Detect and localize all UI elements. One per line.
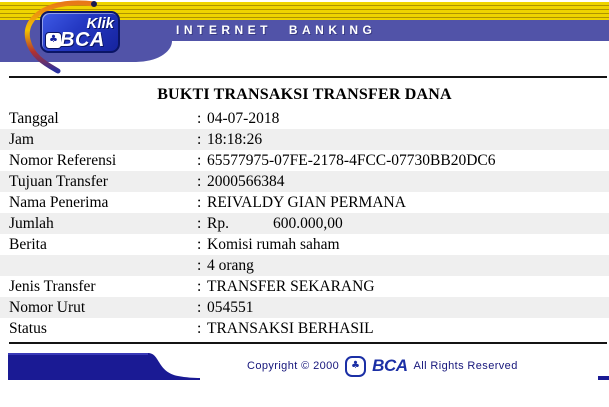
klikbca-logo-bca-text: BCA — [60, 29, 105, 51]
row-value: REIVALDY GIAN PERMANA — [207, 194, 406, 211]
footer-right-band-fragment — [598, 376, 609, 380]
row-colon: : — [197, 194, 202, 211]
table-row-jenis-transfer: Jenis Transfer : TRANSFER SEKARANG — [0, 276, 609, 297]
table-row-status: Status : TRANSAKSI BERHASIL — [0, 318, 609, 339]
row-label: Berita — [9, 236, 47, 253]
table-row-berita-line2: : 4 orang — [0, 255, 609, 276]
table-row-nomor-referensi: Nomor Referensi : 65577975-07FE-2178-4FC… — [0, 150, 609, 171]
bca-brand-text: BCA — [372, 356, 408, 375]
row-value: Rp. 600.000,00 — [207, 213, 343, 234]
row-value: 054551 — [207, 299, 254, 316]
amount-value: 600.000,00 — [273, 215, 343, 232]
row-label: Jam — [9, 131, 34, 148]
copyright-prefix: Copyright © 2000 — [247, 360, 340, 372]
row-value: 04-07-2018 — [207, 110, 280, 127]
row-colon: : — [197, 215, 202, 232]
row-value: 65577975-07FE-2178-4FCC-07730BB20DC6 — [207, 152, 496, 169]
row-label: Status — [9, 320, 47, 337]
receipt-table: Tanggal : 04-07-2018 Jam : 18:18:26 Nomo… — [0, 108, 609, 339]
footer-swoosh-graphic — [8, 353, 200, 380]
row-value: 2000566384 — [207, 173, 285, 190]
row-value: Komisi rumah saham — [207, 236, 340, 253]
row-label: Nomor Urut — [9, 299, 86, 316]
row-colon: : — [197, 299, 202, 316]
row-colon: : — [197, 152, 202, 169]
klikbca-logo-klik-text: Klik — [86, 15, 114, 32]
table-row-tanggal: Tanggal : 04-07-2018 — [0, 108, 609, 129]
row-label: Jenis Transfer — [9, 278, 96, 295]
row-colon: : — [197, 131, 202, 148]
table-row-nama-penerima: Nama Penerima : REIVALDY GIAN PERMANA — [0, 192, 609, 213]
row-label: Nomor Referensi — [9, 152, 117, 169]
row-colon: : — [197, 173, 202, 190]
page-title: BUKTI TRANSAKSI TRANSFER DANA — [157, 86, 452, 103]
row-label: Nama Penerima — [9, 194, 109, 211]
bca-tree-icon: ♣ — [345, 355, 367, 377]
table-row-tujuan-transfer: Tujuan Transfer : 2000566384 — [0, 171, 609, 192]
table-row-jam: Jam : 18:18:26 — [0, 129, 609, 150]
klikbca-logo: Klik ♣ BCA — [40, 11, 120, 53]
row-colon: : — [197, 257, 202, 274]
table-row-nomor-urut: Nomor Urut : 054551 — [0, 297, 609, 318]
top-divider — [9, 76, 607, 78]
header-yellow-stripes — [0, 2, 609, 20]
row-colon: : — [197, 320, 202, 337]
table-row-berita: Berita : Komisi rumah saham — [0, 234, 609, 255]
table-row-jumlah: Jumlah : Rp. 600.000,00 — [0, 213, 609, 234]
row-colon: : — [197, 110, 202, 127]
row-label: Tujuan Transfer — [9, 173, 108, 190]
bottom-divider — [9, 342, 607, 344]
row-colon: : — [197, 278, 202, 295]
currency-label: Rp. — [207, 215, 229, 232]
row-value: 4 orang — [207, 257, 254, 274]
row-value: TRANSAKSI BERHASIL — [207, 320, 374, 337]
row-value: 18:18:26 — [207, 131, 263, 148]
row-value: TRANSFER SEKARANG — [207, 278, 375, 295]
row-label: Jumlah — [9, 215, 54, 232]
bca-tree-icon: ♣ — [45, 32, 62, 49]
row-colon: : — [197, 236, 202, 253]
header-blue-band — [0, 20, 609, 41]
internet-banking-banner: INTERNET BANKING — [176, 23, 377, 37]
row-label: Tanggal — [9, 110, 59, 127]
copyright-suffix: All Rights Reserved — [413, 360, 518, 372]
copyright-line: Copyright © 2000 ♣ BCA All Rights Reserv… — [247, 353, 518, 379]
